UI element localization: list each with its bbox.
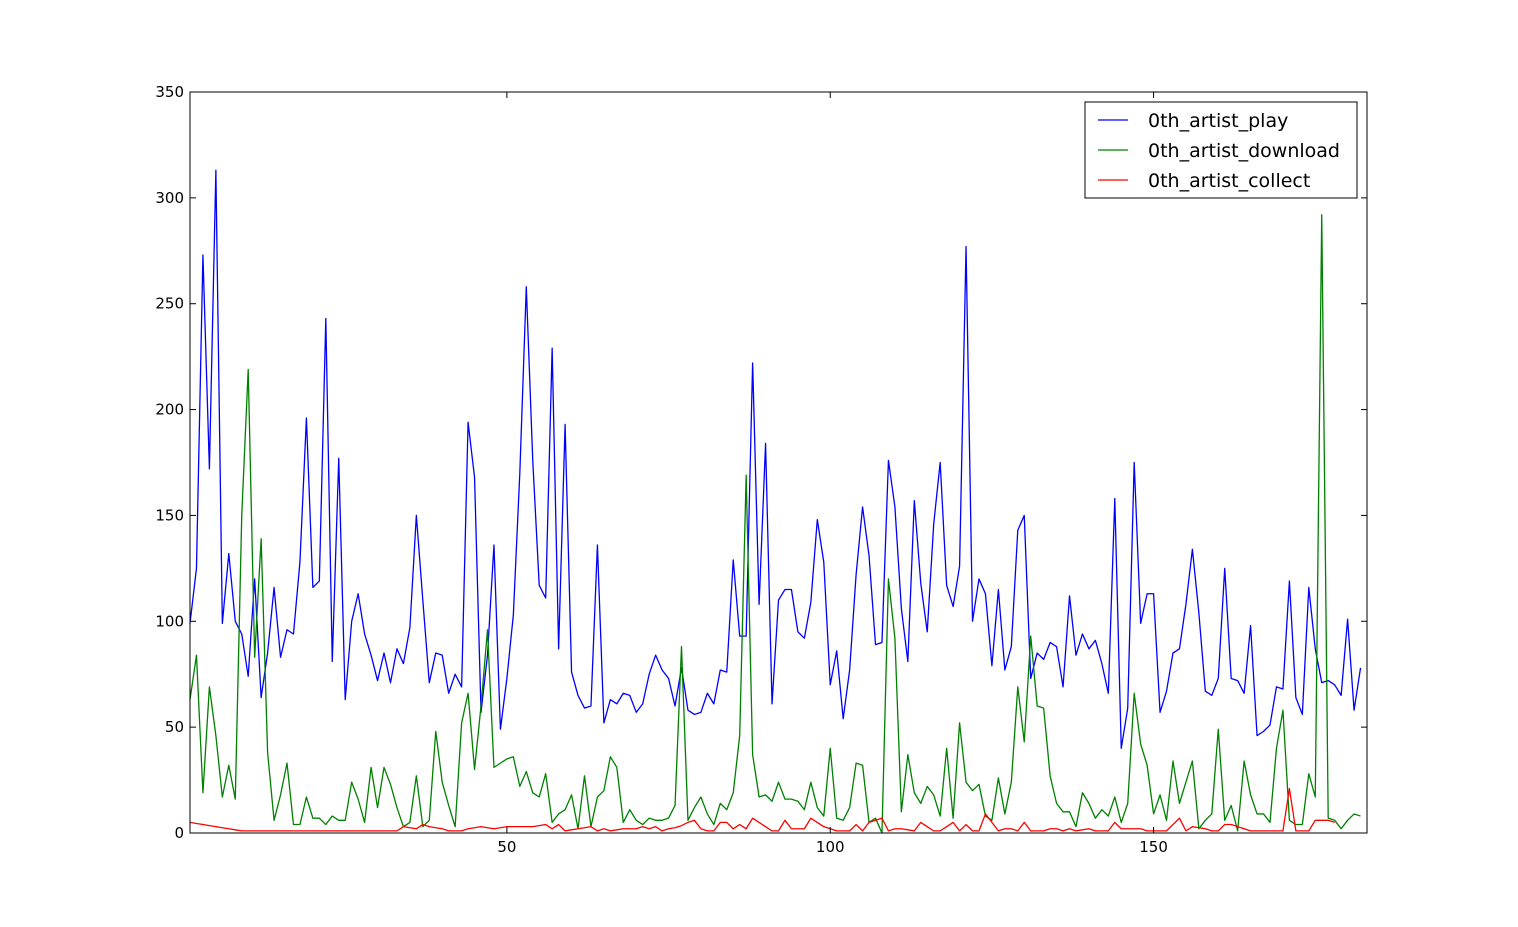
plot-frame [189,91,1368,834]
series-line-2 [189,787,1335,832]
y-tick-label: 300 [155,189,184,207]
x-tick-label: 100 [816,838,845,856]
y-tick-label: 200 [155,401,184,419]
legend-box [1084,101,1358,199]
legend: 0th_artist_play 0th_artist_download 0th_ar… [1084,101,1358,199]
x-tick-label: 50 [497,838,516,856]
legend-label: 0th_artist_collect [1148,170,1310,192]
series-line-1 [189,214,1361,834]
y-tick-label: 350 [155,83,184,101]
plot-lines [189,169,1362,834]
legend-label: 0th_artist_play [1148,110,1288,132]
y-tick-label: 150 [155,506,184,524]
legend-label: 0th_artist_download [1148,140,1340,162]
y-axis: 0 50 100 150 200 250 300 350 [155,83,1367,842]
y-tick-label: 0 [174,824,184,842]
series-line-0 [189,169,1362,749]
x-tick-label: 150 [1139,838,1168,856]
x-axis: 50 100 150 [497,92,1168,856]
y-tick-label: 100 [155,612,184,630]
y-tick-label: 50 [165,718,184,736]
y-tick-label: 250 [155,295,184,313]
